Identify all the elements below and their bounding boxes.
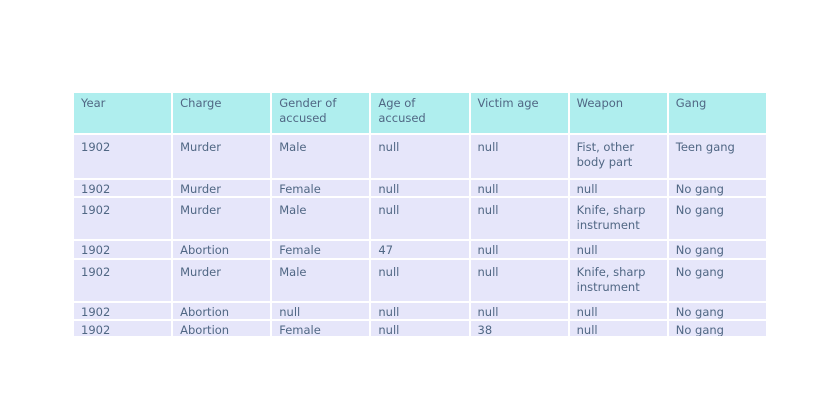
table-cell: null	[271, 302, 371, 320]
table-cell: null	[370, 134, 470, 179]
table-cell: Male	[271, 259, 371, 302]
table-cell: 1902	[73, 197, 173, 240]
table-cell: Fist, other body part	[568, 134, 668, 179]
table-cell: 1902	[73, 320, 173, 336]
table-cell: Female	[271, 179, 371, 197]
table-cell: 1902	[73, 259, 173, 302]
table-cell: null	[370, 259, 470, 302]
table-cell: Teen gang	[667, 134, 767, 179]
table-row: 1902 Murder Male null null Knife, sharp instr…	[73, 259, 767, 302]
table-row: 1902 Murder Male null null Knife, sharp instr…	[73, 197, 767, 240]
table-cell: Murder	[172, 197, 272, 240]
table-cell: No gang	[667, 240, 767, 259]
table-cell: null	[568, 240, 668, 259]
table-cell: null	[469, 259, 569, 302]
table-cell: null	[370, 179, 470, 197]
table-cell: 38	[469, 320, 569, 336]
table-cell: Male	[271, 197, 371, 240]
table-cell: No gang	[667, 179, 767, 197]
table-row: 1902 Abortion null null null null No gang	[73, 302, 767, 320]
header-cell: Gender of accused	[271, 92, 371, 134]
table-cell: Female	[271, 320, 371, 336]
table-cell: 1902	[73, 134, 173, 179]
table-cell: null	[469, 134, 569, 179]
table-cell: null	[568, 320, 668, 336]
header-cell: Gang	[667, 92, 767, 134]
table-cell: Abortion	[172, 302, 272, 320]
table-cell: null	[469, 302, 569, 320]
table-cell: null	[469, 179, 569, 197]
table-row: 1902 Abortion Female 47 null null No gang	[73, 240, 767, 259]
table-row: 1902 Abortion Female null 38 null No gang	[73, 320, 767, 336]
header-row: Year Charge Gender of accused Age of accuse…	[73, 92, 767, 134]
table-cell: No gang	[667, 259, 767, 302]
table-cell: Female	[271, 240, 371, 259]
table-cell: null	[469, 240, 569, 259]
table-cell: null	[370, 197, 470, 240]
table-cell: null	[469, 197, 569, 240]
table-cell: Knife, sharp instrument	[568, 259, 668, 302]
table-cell: null	[370, 302, 470, 320]
table-cell: 47	[370, 240, 470, 259]
table-cell: 1902	[73, 179, 173, 197]
table-cell: Knife, sharp instrument	[568, 197, 668, 240]
table-cell: 1902	[73, 302, 173, 320]
table: Year Charge Gender of accused Age of accuse…	[73, 92, 767, 336]
header-cell: Victim age	[469, 92, 569, 134]
table-cell: Murder	[172, 134, 272, 179]
table-cell: null	[568, 302, 668, 320]
table-cell: Murder	[172, 259, 272, 302]
table-row: 1902 Murder Male null null Fist, other body p…	[73, 134, 767, 179]
header-cell: Year	[73, 92, 173, 134]
table-cell: Abortion	[172, 240, 272, 259]
header-cell: Charge	[172, 92, 272, 134]
table-cell: No gang	[667, 197, 767, 240]
table-cell: Abortion	[172, 320, 272, 336]
table-cell: Male	[271, 134, 371, 179]
table-cell: Murder	[172, 179, 272, 197]
table-cell: 1902	[73, 240, 173, 259]
table-cell: No gang	[667, 320, 767, 336]
table-cell: null	[568, 179, 668, 197]
header-cell: Age of accused	[370, 92, 470, 134]
table-cell: null	[370, 320, 470, 336]
header-cell: Weapon	[568, 92, 668, 134]
table-row: 1902 Murder Female null null null No gang	[73, 179, 767, 197]
table-cell: No gang	[667, 302, 767, 320]
